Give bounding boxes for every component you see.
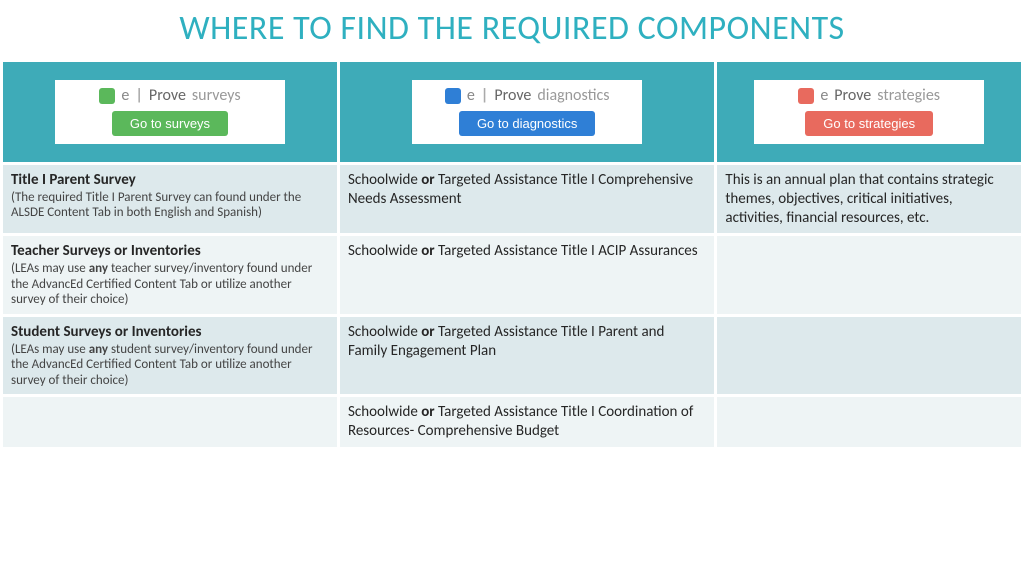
col-header-diagnostics: e|Prove diagnostics Go to diagnostics (340, 62, 714, 162)
cell-diagnostics: Schoolwide or Targeted Assistance Title … (340, 165, 714, 233)
table-row: Student Surveys or Inventories (LEAs may… (3, 317, 1021, 395)
eprove-surveys-card: e|Prove surveys Go to surveys (55, 80, 285, 144)
cell-strategies (717, 317, 1021, 395)
cell-diagnostics: Schoolwide or Targeted Assistance Title … (340, 317, 714, 395)
col-header-surveys: e|Prove surveys Go to surveys (3, 62, 337, 162)
eprove-diagnostics-card: e|Prove diagnostics Go to diagnostics (412, 80, 642, 144)
page-title: WHERE TO FIND THE REQUIRED COMPONENTS (0, 0, 1024, 59)
go-to-diagnostics-button[interactable]: Go to diagnostics (459, 111, 595, 136)
col-header-strategies: e Prove strategies Go to strategies (717, 62, 1021, 162)
cell-title: Teacher Surveys or Inventories (11, 242, 329, 261)
go-to-strategies-button[interactable]: Go to strategies (805, 111, 933, 136)
cell-surveys-empty (3, 397, 337, 447)
strategies-icon (798, 88, 814, 104)
cell-note: (LEAs may use any teacher survey/invento… (11, 261, 329, 308)
diagnostics-icon (445, 88, 461, 104)
cell-note: (LEAs may use any student survey/invento… (11, 342, 329, 389)
table-row: Schoolwide or Targeted Assistance Title … (3, 397, 1021, 447)
cell-diagnostics: Schoolwide or Targeted Assistance Title … (340, 236, 714, 314)
table-row: Title I Parent Survey (The required Titl… (3, 165, 1021, 233)
cell-strategies: This is an annual plan that contains str… (717, 165, 1021, 233)
components-table: e|Prove surveys Go to surveys e|Prove di… (0, 59, 1024, 450)
cell-strategies (717, 236, 1021, 314)
go-to-surveys-button[interactable]: Go to surveys (112, 111, 228, 136)
table-row: Teacher Surveys or Inventories (LEAs may… (3, 236, 1021, 314)
eprove-strategies-card: e Prove strategies Go to strategies (754, 80, 984, 144)
cell-diagnostics: Schoolwide or Targeted Assistance Title … (340, 397, 714, 447)
cell-note: (The required Title I Parent Survey can … (11, 190, 329, 221)
cell-title: Student Surveys or Inventories (11, 323, 329, 342)
surveys-icon (99, 88, 115, 104)
cell-strategies (717, 397, 1021, 447)
cell-title: Title I Parent Survey (11, 171, 329, 190)
